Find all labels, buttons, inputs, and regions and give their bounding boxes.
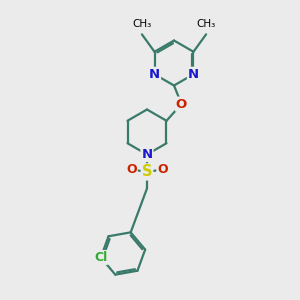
Text: CH₃: CH₃ (196, 19, 216, 29)
Text: S: S (142, 164, 152, 179)
Text: O: O (126, 163, 137, 176)
Text: Cl: Cl (94, 251, 107, 264)
Text: N: N (149, 68, 160, 81)
Text: N: N (188, 68, 199, 81)
Text: O: O (157, 163, 168, 176)
Text: CH₃: CH₃ (132, 19, 152, 29)
Text: N: N (141, 148, 153, 161)
Text: O: O (176, 98, 187, 111)
